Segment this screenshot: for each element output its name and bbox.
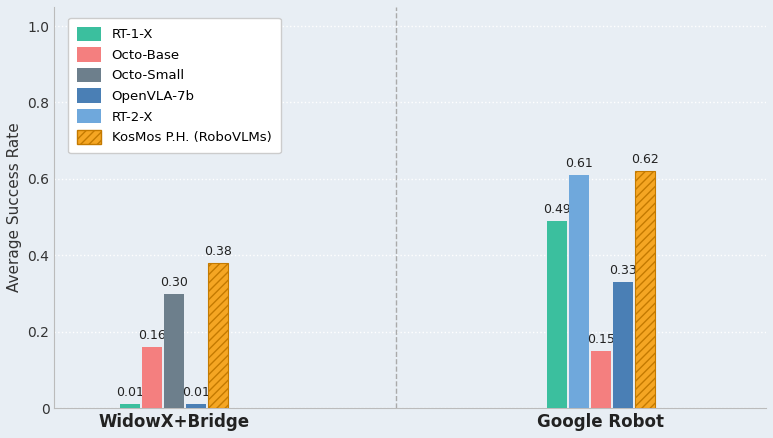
- Bar: [635, 171, 655, 408]
- Text: 0.61: 0.61: [565, 157, 593, 170]
- Bar: [613, 282, 633, 408]
- Bar: [591, 351, 611, 408]
- Bar: [141, 347, 162, 408]
- Bar: [207, 263, 228, 408]
- Text: 0.30: 0.30: [160, 276, 188, 289]
- Bar: [120, 404, 141, 408]
- Bar: [186, 404, 206, 408]
- Bar: [164, 293, 184, 408]
- Text: 0.01: 0.01: [116, 386, 144, 399]
- Bar: [547, 221, 567, 408]
- Text: 0.16: 0.16: [138, 329, 166, 342]
- Text: 0.33: 0.33: [609, 264, 637, 277]
- Text: 0.38: 0.38: [204, 245, 232, 258]
- Text: 0.49: 0.49: [543, 203, 571, 216]
- Y-axis label: Average Success Rate: Average Success Rate: [7, 123, 22, 293]
- Bar: [569, 175, 589, 408]
- Text: 0.01: 0.01: [182, 386, 209, 399]
- Text: 0.15: 0.15: [587, 333, 615, 346]
- Text: 0.62: 0.62: [631, 153, 659, 166]
- Legend: RT-1-X, Octo-Base, Octo-Small, OpenVLA-7b, RT-2-X, KosMos P.H. (RoboVLMs): RT-1-X, Octo-Base, Octo-Small, OpenVLA-7…: [68, 18, 281, 153]
